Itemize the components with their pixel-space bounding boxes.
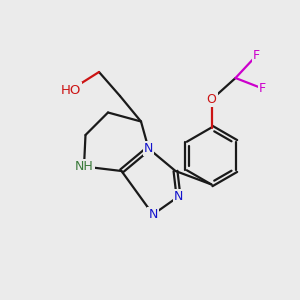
Text: F: F — [253, 49, 260, 62]
Text: N: N — [148, 208, 158, 221]
Text: N: N — [174, 190, 183, 203]
Text: NH: NH — [75, 160, 93, 173]
Text: HO: HO — [60, 83, 81, 97]
Text: F: F — [259, 82, 266, 95]
Text: N: N — [144, 142, 153, 155]
Text: O: O — [207, 93, 216, 106]
